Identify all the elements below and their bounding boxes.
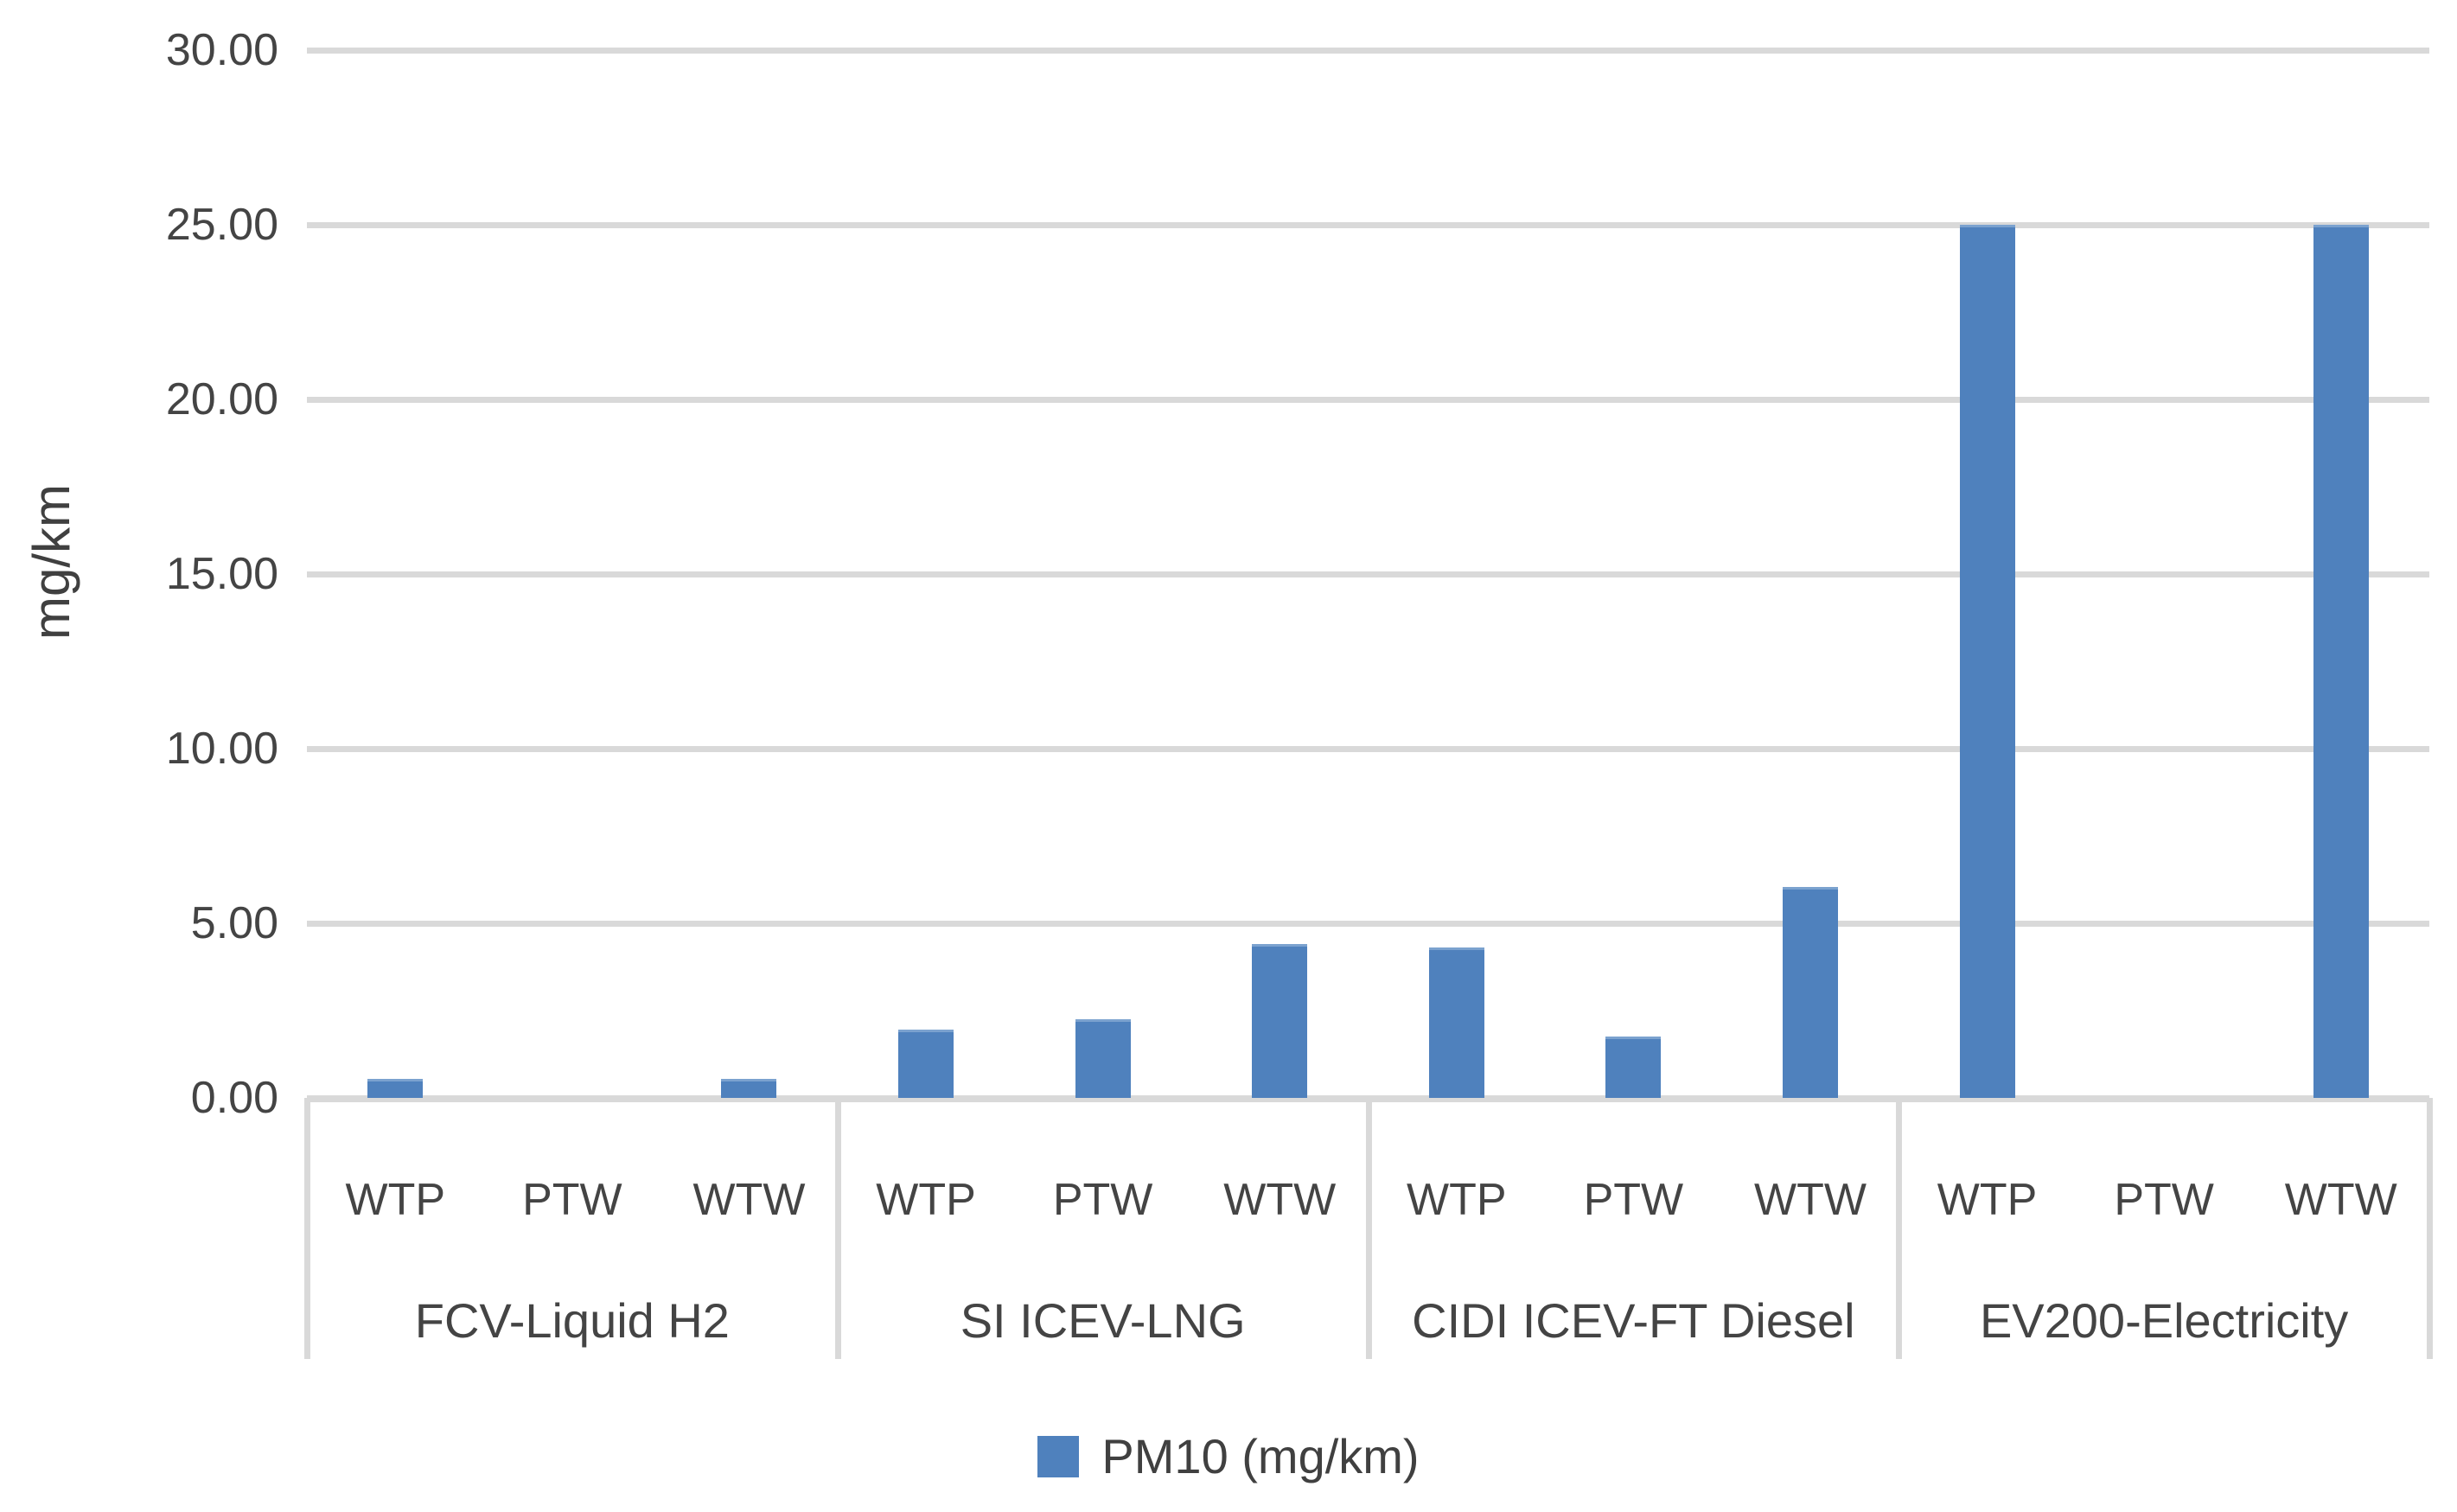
sub-category-label-SI ICEV-LNG-WTP: WTP [876, 1175, 976, 1225]
sub-category-label-CIDI ICEV-FT Diesel-WTW: WTW [1753, 1175, 1867, 1225]
bar-SI ICEV-LNG-WTP [898, 1030, 954, 1098]
category-separator-3 [1896, 1098, 1903, 1359]
gridline-20.00 [307, 397, 2429, 403]
group-label-SI ICEV-LNG: SI ICEV-LNG [960, 1293, 1246, 1348]
group-label-CIDI ICEV-FT Diesel: CIDI ICEV-FT Diesel [1412, 1293, 1855, 1348]
bar-CIDI ICEV-FT Diesel-WTP [1428, 947, 1484, 1098]
y-tick-30.00: 30.00 [165, 25, 278, 75]
bar-SI ICEV-LNG-WTW [1252, 944, 1308, 1098]
group-label-FCV-Liquid H2: FCV-Liquid H2 [414, 1293, 730, 1348]
legend-label: PM10 (mg/km) [1101, 1429, 1420, 1483]
category-separator-1 [834, 1098, 841, 1359]
gridline-30.00 [307, 48, 2429, 54]
bar-EV200-Electricity-WTP [1959, 225, 2015, 1098]
bar-FCV-Liquid H2-WTP [367, 1078, 424, 1098]
legend: PM10 (mg/km) [0, 1431, 2457, 1483]
gridline-5.00 [307, 921, 2429, 927]
sub-category-label-FCV-Liquid H2-PTW: PTW [522, 1175, 622, 1225]
legend-swatch-pm10 [1037, 1436, 1080, 1477]
sub-category-label-SI ICEV-LNG-PTW: PTW [1052, 1175, 1153, 1225]
gridline-25.00 [307, 222, 2429, 228]
y-tick-5.00: 5.00 [190, 898, 278, 948]
sub-category-label-EV200-Electricity-PTW: PTW [2114, 1175, 2214, 1225]
y-tick-15.00: 15.00 [165, 549, 278, 599]
category-separator-0 [304, 1098, 310, 1359]
sub-category-label-EV200-Electricity-WTW: WTW [2284, 1175, 2397, 1225]
bar-CIDI ICEV-FT Diesel-PTW [1605, 1037, 1662, 1098]
sub-category-label-CIDI ICEV-FT Diesel-WTP: WTP [1407, 1175, 1507, 1225]
bar-CIDI ICEV-FT Diesel-WTW [1782, 886, 1838, 1098]
category-separator-2 [1365, 1098, 1372, 1359]
y-tick-10.00: 10.00 [165, 724, 278, 774]
bar-FCV-Liquid H2-WTW [721, 1078, 777, 1098]
sub-category-label-EV200-Electricity-WTP: WTP [1937, 1175, 2038, 1225]
sub-category-label-FCV-Liquid H2-WTP: WTP [345, 1175, 446, 1225]
y-tick-0.00: 0.00 [190, 1073, 278, 1123]
y-tick-20.00: 20.00 [165, 374, 278, 424]
sub-category-label-SI ICEV-LNG-WTW: WTW [1223, 1175, 1337, 1225]
y-axis-title: mg/km [22, 484, 80, 640]
category-separator-4 [2427, 1098, 2433, 1359]
group-label-EV200-Electricity: EV200-Electricity [1979, 1293, 2349, 1348]
sub-category-label-CIDI ICEV-FT Diesel-PTW: PTW [1583, 1175, 1684, 1225]
gridline-15.00 [307, 571, 2429, 577]
y-tick-25.00: 25.00 [165, 200, 278, 250]
bar-EV200-Electricity-WTW [2313, 225, 2369, 1098]
gridline-10.00 [307, 746, 2429, 752]
bar-SI ICEV-LNG-PTW [1075, 1019, 1131, 1098]
sub-category-label-FCV-Liquid H2-WTW: WTW [692, 1175, 806, 1225]
